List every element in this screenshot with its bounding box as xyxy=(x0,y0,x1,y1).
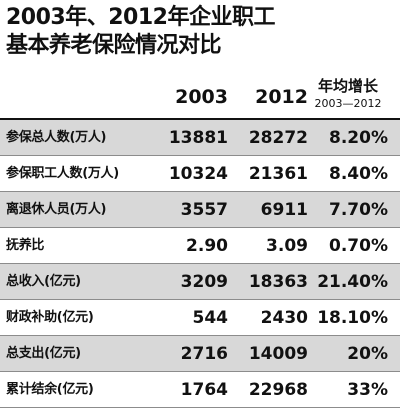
value-2012: 14009 xyxy=(248,344,308,364)
header-rule xyxy=(0,118,400,120)
row-separator xyxy=(0,299,400,300)
value-2003: 10324 xyxy=(168,164,228,184)
value-growth: 7.70% xyxy=(329,200,388,220)
value-2003: 1764 xyxy=(180,380,228,400)
value-growth: 21.40% xyxy=(317,272,388,292)
table-row: 总支出(亿元) 2716 14009 20% xyxy=(0,336,400,372)
table-row: 抚养比 2.90 3.09 0.70% xyxy=(0,228,400,264)
row-label: 抚养比 xyxy=(6,238,45,253)
table-row: 总收入(亿元) 3209 18363 21.40% xyxy=(0,264,400,300)
header-2003: 2003 xyxy=(175,86,228,108)
row-separator xyxy=(0,263,400,264)
value-growth: 33% xyxy=(347,380,388,400)
table-row: 累计结余(亿元) 1764 22968 33% xyxy=(0,372,400,408)
value-2012: 3.09 xyxy=(266,236,308,256)
value-2003: 13881 xyxy=(168,128,228,148)
row-label: 离退休人员(万人) xyxy=(6,202,107,217)
value-2012: 22968 xyxy=(248,380,308,400)
value-2003: 3557 xyxy=(180,200,228,220)
value-2012: 2430 xyxy=(260,308,308,328)
header-2012: 2012 xyxy=(255,86,308,108)
value-2012: 18363 xyxy=(248,272,308,292)
title-line-1: 2003年、2012年企业职工 xyxy=(6,5,275,30)
table-title: 2003年、2012年企业职工 基本养老保险情况对比 xyxy=(6,4,396,60)
row-label: 参保总人数(万人) xyxy=(6,130,107,145)
row-label: 参保职工人数(万人) xyxy=(6,166,119,181)
row-separator xyxy=(0,335,400,336)
title-line-2: 基本养老保险情况对比 xyxy=(6,33,222,58)
row-label: 总支出(亿元) xyxy=(6,346,81,361)
row-separator xyxy=(0,371,400,372)
table-row: 财政补助(亿元) 544 2430 18.10% xyxy=(0,300,400,336)
table-row: 离退休人员(万人) 3557 6911 7.70% xyxy=(0,192,400,228)
row-separator xyxy=(0,227,400,228)
value-growth: 8.20% xyxy=(329,128,388,148)
row-separator xyxy=(0,155,400,156)
value-2012: 21361 xyxy=(248,164,308,184)
row-label: 总收入(亿元) xyxy=(6,274,81,289)
table-body: 参保总人数(万人) 13881 28272 8.20% 参保职工人数(万人) 10324 2… xyxy=(0,120,400,408)
value-growth: 0.70% xyxy=(329,236,388,256)
value-growth: 18.10% xyxy=(317,308,388,328)
value-2003: 544 xyxy=(192,308,229,328)
header-growth: 年均增长 2003—2012 xyxy=(296,76,400,112)
header-growth-label: 年均增长 xyxy=(317,77,378,95)
table-row: 参保职工人数(万人) 10324 21361 8.40% xyxy=(0,156,400,192)
header-growth-period: 2003—2012 xyxy=(314,97,382,110)
table-row: 参保总人数(万人) 13881 28272 8.20% xyxy=(0,120,400,156)
value-2003: 2.90 xyxy=(186,236,228,256)
value-2012: 6911 xyxy=(260,200,308,220)
value-2003: 2716 xyxy=(180,344,228,364)
value-growth: 20% xyxy=(347,344,388,364)
value-2003: 3209 xyxy=(180,272,228,292)
row-separator xyxy=(0,407,400,408)
row-label: 财政补助(亿元) xyxy=(6,310,94,325)
value-growth: 8.40% xyxy=(329,164,388,184)
row-separator xyxy=(0,191,400,192)
row-label: 累计结余(亿元) xyxy=(6,382,94,397)
value-2012: 28272 xyxy=(248,128,308,148)
